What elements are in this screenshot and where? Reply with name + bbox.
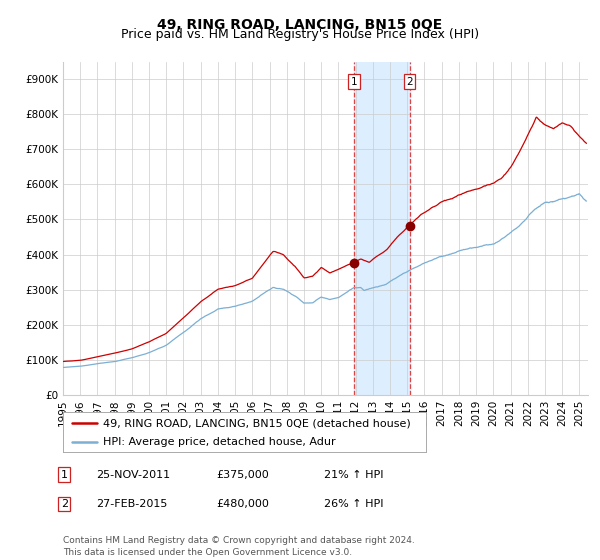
Text: £480,000: £480,000 bbox=[216, 499, 269, 509]
Text: 21% ↑ HPI: 21% ↑ HPI bbox=[324, 470, 383, 480]
Text: 27-FEB-2015: 27-FEB-2015 bbox=[96, 499, 167, 509]
Text: Price paid vs. HM Land Registry's House Price Index (HPI): Price paid vs. HM Land Registry's House … bbox=[121, 28, 479, 41]
Text: 2: 2 bbox=[407, 77, 413, 87]
Text: 49, RING ROAD, LANCING, BN15 0QE: 49, RING ROAD, LANCING, BN15 0QE bbox=[157, 18, 443, 32]
Text: 1: 1 bbox=[61, 470, 68, 480]
Text: 2: 2 bbox=[61, 499, 68, 509]
Text: 25-NOV-2011: 25-NOV-2011 bbox=[96, 470, 170, 480]
Text: £375,000: £375,000 bbox=[216, 470, 269, 480]
Text: HPI: Average price, detached house, Adur: HPI: Average price, detached house, Adur bbox=[103, 437, 335, 446]
Text: Contains HM Land Registry data © Crown copyright and database right 2024.
This d: Contains HM Land Registry data © Crown c… bbox=[63, 536, 415, 557]
Text: 49, RING ROAD, LANCING, BN15 0QE (detached house): 49, RING ROAD, LANCING, BN15 0QE (detach… bbox=[103, 418, 410, 428]
Text: 1: 1 bbox=[350, 77, 357, 87]
Bar bbox=[354, 62, 410, 395]
Text: 26% ↑ HPI: 26% ↑ HPI bbox=[324, 499, 383, 509]
